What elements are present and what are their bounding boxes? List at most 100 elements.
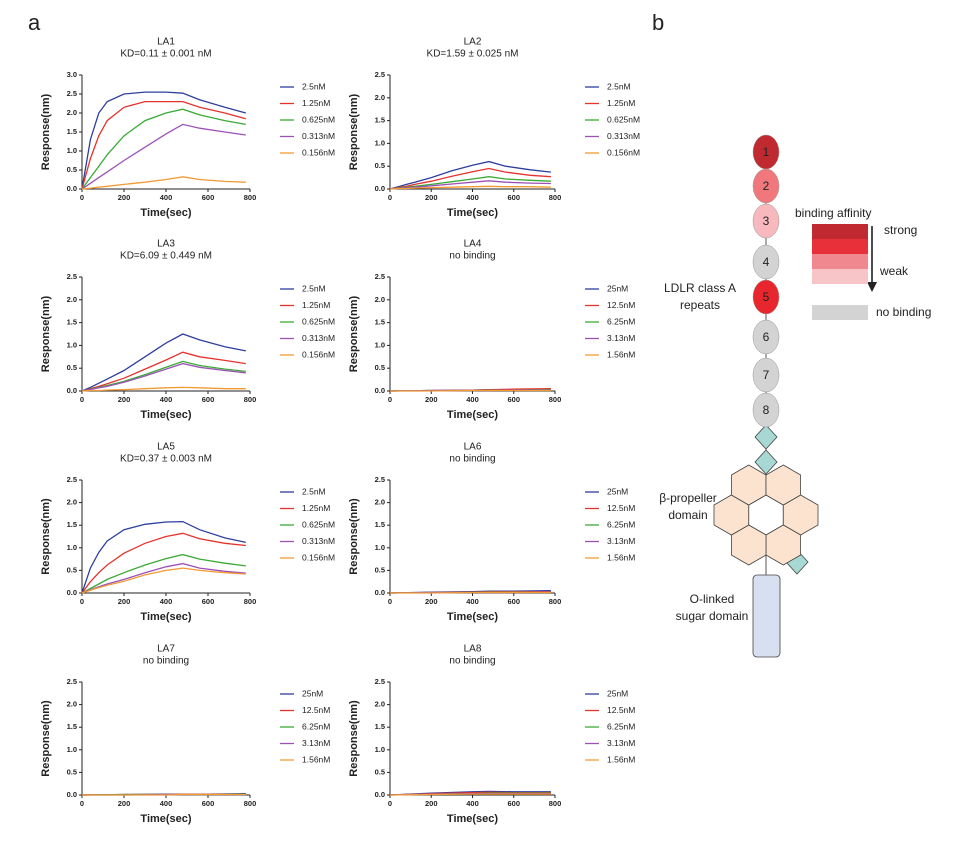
- chart-title: LA3: [157, 239, 175, 250]
- y-tick-label: 0.5: [67, 363, 77, 372]
- series-line: [82, 793, 246, 796]
- x-tick-label: 600: [507, 193, 520, 202]
- x-tick-label: 600: [202, 395, 215, 404]
- legend-label: 12.5nM: [607, 705, 635, 715]
- legend-label: 0.313nM: [302, 131, 335, 141]
- legend-label: 3.13nM: [607, 333, 635, 343]
- legend-label: 1.25nM: [302, 300, 330, 310]
- x-tick-label: 400: [466, 193, 479, 202]
- chart-title: LA2: [464, 37, 482, 48]
- chart-title: LA7: [157, 644, 175, 655]
- y-tick-label: 2.0: [67, 108, 77, 117]
- y-tick-label: 1.5: [67, 127, 77, 136]
- legend-label: 25nM: [302, 688, 323, 698]
- y-tick-label: 0.0: [67, 588, 77, 597]
- repeat: [752, 392, 780, 428]
- linker: [754, 424, 778, 450]
- repeat-number: 6: [763, 330, 770, 344]
- x-tick-label: 200: [118, 193, 131, 202]
- y-tick-label: 0.0: [375, 588, 385, 597]
- legend-label: 2.5nM: [302, 81, 326, 91]
- y-tick-label: 2.5: [375, 70, 385, 79]
- x-tick-label: 400: [160, 193, 173, 202]
- series-line: [389, 793, 551, 796]
- x-tick-label: 0: [388, 799, 392, 808]
- y-tick-label: 2.0: [67, 295, 77, 304]
- y-tick-label: 2.0: [67, 498, 77, 507]
- y-tick-label: 1.5: [67, 722, 77, 731]
- y-tick-label: 2.5: [67, 677, 77, 686]
- legend-label: 25nM: [607, 688, 628, 698]
- domain-label: sugar domain: [676, 609, 749, 623]
- repeat: [752, 319, 780, 355]
- series-line: [81, 333, 246, 392]
- legend-label: no binding: [876, 305, 931, 319]
- domain-label: O-linked: [690, 592, 735, 606]
- y-tick-label: 0.5: [67, 767, 77, 776]
- y-tick-label: 1.0: [375, 340, 385, 349]
- legend-label: 1.56nM: [607, 349, 635, 359]
- legend-label: 0.625nM: [302, 519, 335, 529]
- series-line: [81, 386, 246, 392]
- y-tick-label: 3.0: [67, 70, 77, 79]
- y-tick-label: 1.0: [67, 745, 77, 754]
- y-axis-label: Response(nm): [348, 498, 360, 575]
- y-tick-label: 2.5: [67, 89, 77, 98]
- chart-subtitle: KD=0.11 ± 0.001 nM: [120, 49, 211, 60]
- series-line: [81, 351, 246, 392]
- x-tick-label: 600: [507, 799, 520, 808]
- y-tick-label: 2.5: [67, 475, 77, 484]
- x-tick-label: 0: [388, 597, 392, 606]
- legend-label: 1.56nM: [607, 754, 635, 764]
- x-tick-label: 200: [118, 395, 131, 404]
- affinity-swatch: [812, 224, 868, 239]
- y-tick-label: 0.0: [67, 184, 77, 193]
- y-tick-label: 1.0: [67, 340, 77, 349]
- chart-title: LA8: [464, 644, 482, 655]
- y-tick-label: 1.0: [375, 543, 385, 552]
- legend-title: binding affinity: [795, 206, 872, 220]
- x-tick-label: 0: [388, 395, 392, 404]
- legend-label: 0.156nM: [302, 552, 335, 562]
- x-tick-label: 400: [466, 799, 479, 808]
- x-tick-label: 800: [549, 597, 562, 606]
- series-line: [390, 591, 551, 594]
- x-tick-label: 800: [244, 193, 257, 202]
- y-tick-label: 0.5: [67, 565, 77, 574]
- x-tick-label: 400: [160, 799, 173, 808]
- y-axis-label: Response(nm): [348, 295, 360, 372]
- y-tick-label: 0.5: [375, 565, 385, 574]
- legend-label: 1.56nM: [302, 754, 330, 764]
- legend-label: 1.25nM: [302, 98, 330, 108]
- x-tick-label: 600: [507, 395, 520, 404]
- legend-label: 3.13nM: [607, 738, 635, 748]
- x-tick-label: 200: [118, 799, 131, 808]
- legend-label: 0.156nM: [607, 147, 640, 157]
- x-tick-label: 600: [202, 597, 215, 606]
- legend-label: 6.25nM: [607, 519, 635, 529]
- legend-label: 12.5nM: [607, 503, 635, 513]
- affinity-swatch: [812, 239, 868, 254]
- x-tick-label: 800: [549, 193, 562, 202]
- y-tick-label: 0.0: [67, 790, 77, 799]
- y-tick-label: 1.0: [67, 543, 77, 552]
- x-axis-label: Time(sec): [447, 207, 498, 219]
- chart-title: LA6: [464, 442, 482, 453]
- y-axis-label: Response(nm): [348, 93, 360, 170]
- y-tick-label: 0.5: [375, 161, 385, 170]
- x-tick-label: 0: [80, 597, 84, 606]
- legend-label: 25nM: [607, 283, 628, 293]
- y-axis-label: Response(nm): [40, 498, 52, 575]
- y-axis-label: Response(nm): [40, 700, 52, 777]
- chart-subtitle: KD=1.59 ± 0.025 nM: [427, 49, 519, 60]
- y-tick-label: 0.0: [375, 790, 385, 799]
- x-tick-label: 0: [80, 799, 84, 808]
- legend-label: 2.5nM: [607, 81, 631, 91]
- y-tick-label: 2.0: [375, 93, 385, 102]
- panel-label: a: [28, 10, 41, 35]
- y-tick-label: 2.0: [375, 700, 385, 709]
